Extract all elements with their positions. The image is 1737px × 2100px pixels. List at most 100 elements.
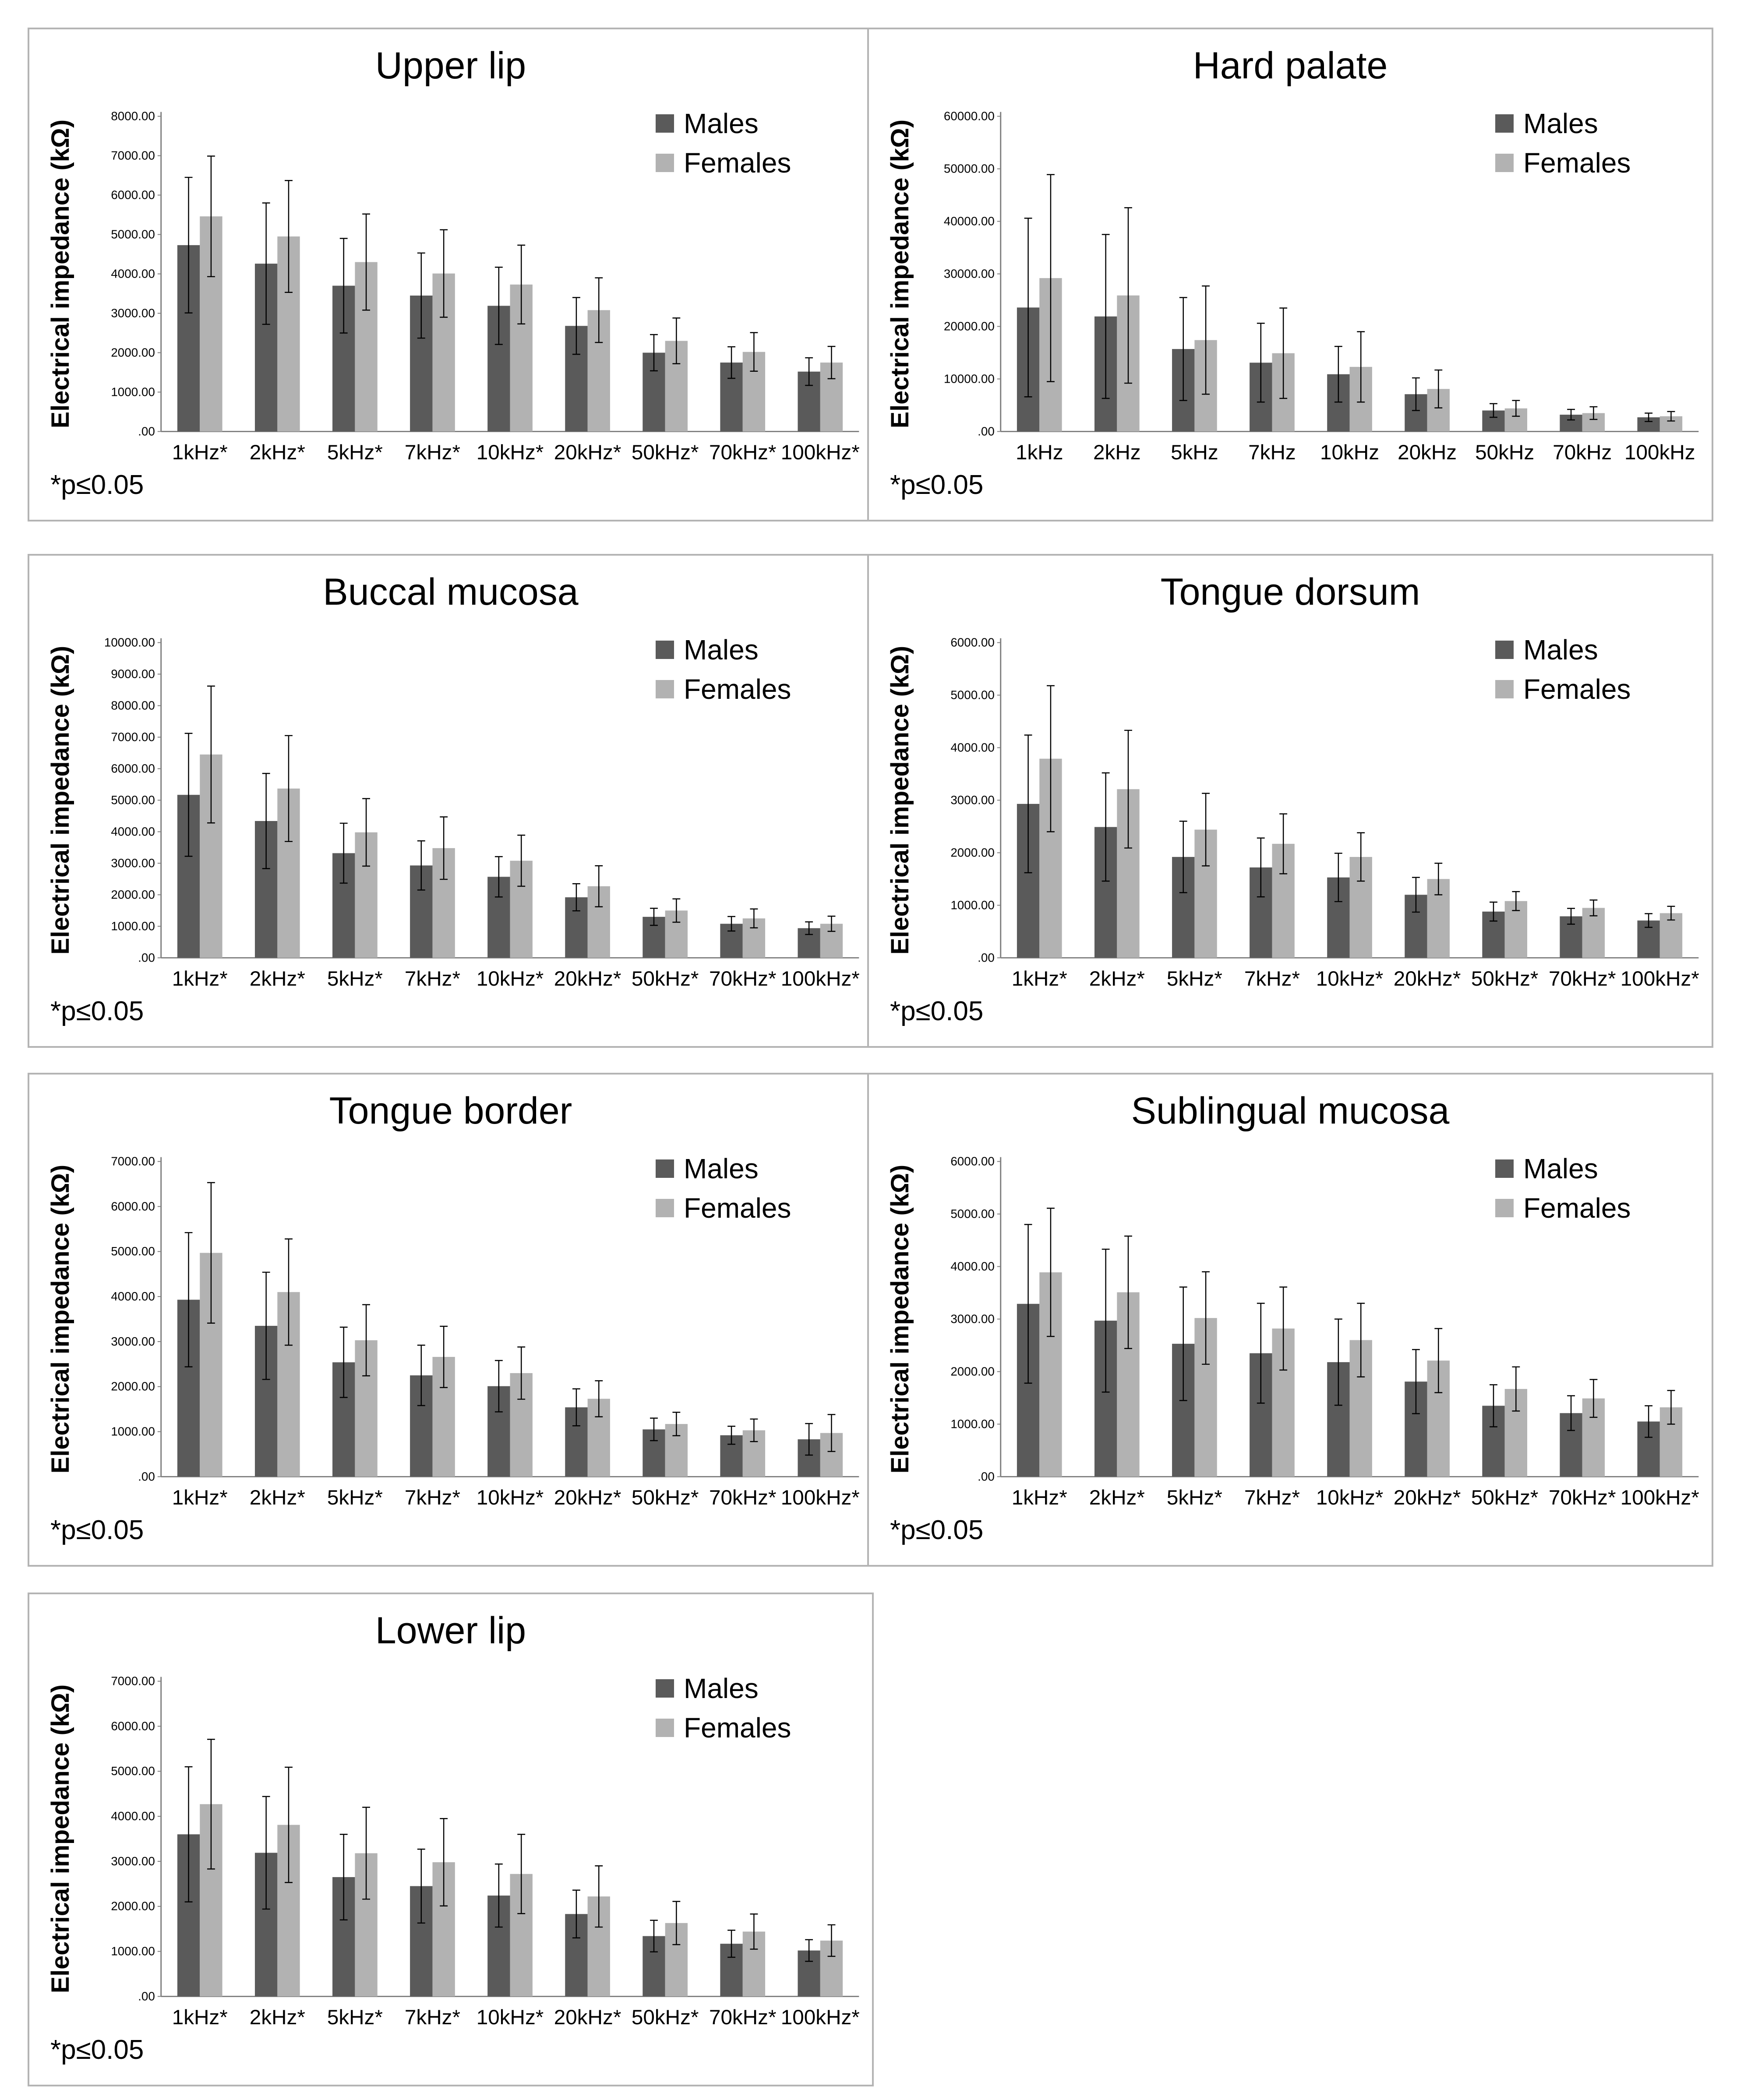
x-tick-label: 70kHz* <box>709 967 777 990</box>
y-axis-label: Electrical impedance (kΩ) <box>46 120 74 428</box>
y-axis-label: Electrical impedance (kΩ) <box>886 120 914 428</box>
significance-note: *p≤0.05 <box>50 470 144 500</box>
x-tick-label: 1kHz* <box>1012 1486 1067 1509</box>
x-tick-label: 1kHz* <box>172 441 228 464</box>
chart-title: Buccal mucosa <box>323 571 579 613</box>
y-tick-label: 6000.00 <box>111 1719 155 1733</box>
legend-item-females: Females <box>1495 143 1631 183</box>
legend-swatch-females <box>1495 1199 1514 1217</box>
x-tick-label: 7kHz* <box>405 2006 460 2029</box>
x-tick-label: 1kHz* <box>1012 967 1067 990</box>
y-tick-label: 6000.00 <box>950 636 994 649</box>
y-tick-label: 5000.00 <box>111 1244 155 1258</box>
x-tick-label: 100kHz* <box>1620 967 1699 990</box>
y-tick-label: 7000.00 <box>111 148 155 162</box>
x-tick-label: 5kHz* <box>327 2006 383 2029</box>
y-tick-label: .00 <box>978 1469 995 1483</box>
legend-item-males: Males <box>1495 630 1631 669</box>
legend-item-males: Males <box>656 104 791 143</box>
x-tick-label: 2kHz* <box>250 2006 305 2029</box>
y-tick-label: 30000.00 <box>944 267 995 280</box>
legend-label-males: Males <box>1523 1153 1598 1184</box>
y-tick-label: .00 <box>978 951 995 964</box>
x-tick-label: 7kHz* <box>405 967 460 990</box>
x-tick-label: 2kHz* <box>1089 967 1145 990</box>
legend-item-females: Females <box>656 1708 791 1748</box>
legend-label-males: Males <box>684 1153 759 1184</box>
chart-panel-tongue-border: Electrical impedance (kΩ) .00 1000.00 2000.… <box>28 1073 874 1567</box>
y-tick-label: 2000.00 <box>111 1380 155 1393</box>
legend-item-males: Males <box>1495 1149 1631 1188</box>
chart-title: Sublingual mucosa <box>1131 1090 1450 1132</box>
legend-item-females: Females <box>1495 1188 1631 1228</box>
chart-panel-buccal-mucosa: Electrical impedance (kΩ) .00 1000.00 2000.… <box>28 554 874 1048</box>
chart-legend: Males Females <box>656 1149 791 1228</box>
significance-note: *p≤0.05 <box>50 2035 144 2065</box>
y-tick-label: 2000.00 <box>111 888 155 901</box>
x-tick-label: 1kHz* <box>172 967 228 990</box>
y-tick-label: 1000.00 <box>111 1425 155 1438</box>
x-tick-label: 100kHz* <box>781 967 860 990</box>
legend-swatch-males <box>1495 641 1514 659</box>
chart-legend: Males Females <box>656 104 791 183</box>
x-tick-label: 5kHz* <box>327 1486 383 1509</box>
x-tick-label: 70kHz* <box>709 441 777 464</box>
legend-label-females: Females <box>1523 673 1631 705</box>
y-tick-label: 2000.00 <box>950 1364 994 1378</box>
x-tick-label: 70kHz* <box>709 2006 777 2029</box>
x-tick-label: 10kHz* <box>477 967 544 990</box>
legend-swatch-males <box>656 1159 674 1178</box>
x-tick-label: 50kHz* <box>632 2006 699 2029</box>
x-tick-label: 70kHz* <box>1549 1486 1616 1509</box>
legend-swatch-females <box>656 1719 674 1737</box>
legend-item-males: Males <box>656 1669 791 1708</box>
x-tick-label: 10kHz* <box>1316 1486 1384 1509</box>
y-tick-label: 3000.00 <box>111 856 155 870</box>
x-tick-label: 2kHz* <box>250 441 305 464</box>
legend-label-females: Females <box>684 1192 791 1224</box>
x-tick-label: 20kHz* <box>554 1486 621 1509</box>
x-tick-label: 2kHz* <box>1089 1486 1145 1509</box>
chart-svg: Electrical impedance (kΩ) .00 1000.00 2000.… <box>46 636 860 990</box>
y-tick-label: 6000.00 <box>950 1155 994 1168</box>
x-tick-label: 10kHz* <box>1316 967 1384 990</box>
chart-title: Tongue dorsum <box>1160 571 1420 613</box>
y-tick-label: 8000.00 <box>111 109 155 123</box>
x-tick-label: 70kHz* <box>709 1486 777 1509</box>
x-tick-label: 70kHz <box>1553 441 1612 464</box>
y-tick-label: 2000.00 <box>950 846 994 859</box>
y-tick-label: 5000.00 <box>111 227 155 241</box>
chart-panel-lower-lip: Electrical impedance (kΩ) .00 1000.00 2000.… <box>28 1593 874 2086</box>
y-tick-label: 6000.00 <box>111 1199 155 1213</box>
y-tick-label: 10000.00 <box>104 636 155 649</box>
y-tick-label: 7000.00 <box>111 1155 155 1168</box>
x-tick-label: 7kHz* <box>405 441 460 464</box>
legend-label-males: Males <box>684 634 759 666</box>
legend-label-males: Males <box>1523 634 1598 666</box>
legend-item-females: Females <box>656 143 791 183</box>
y-axis-label: Electrical impedance (kΩ) <box>46 646 74 955</box>
legend-swatch-males <box>656 1679 674 1698</box>
chart-legend: Males Females <box>1495 1149 1631 1228</box>
chart-title: Lower lip <box>375 1610 526 1652</box>
x-tick-label: 1kHz <box>1016 441 1063 464</box>
x-tick-label: 7kHz* <box>405 1486 460 1509</box>
y-tick-label: 3000.00 <box>950 1312 994 1325</box>
y-tick-label: 5000.00 <box>950 688 994 701</box>
x-tick-label: 20kHz <box>1398 441 1457 464</box>
chart-panel-hard-palate: Electrical impedance (kΩ) .00 10000.00 2000… <box>867 28 1713 521</box>
y-tick-label: 4000.00 <box>111 1809 155 1823</box>
x-tick-label: 20kHz* <box>1394 967 1461 990</box>
y-tick-label: .00 <box>138 424 155 438</box>
x-tick-label: 50kHz* <box>632 1486 699 1509</box>
y-tick-label: 7000.00 <box>111 1674 155 1688</box>
bar-females <box>1659 913 1683 958</box>
y-axis-label: Electrical impedance (kΩ) <box>886 646 914 955</box>
legend-item-males: Males <box>656 1149 791 1188</box>
y-tick-label: 5000.00 <box>111 1764 155 1778</box>
legend-label-females: Females <box>684 673 791 705</box>
legend-label-females: Females <box>684 1712 791 1744</box>
y-tick-label: 40000.00 <box>944 214 995 228</box>
chart-legend: Males Females <box>1495 630 1631 709</box>
x-tick-label: 1kHz* <box>172 2006 228 2029</box>
